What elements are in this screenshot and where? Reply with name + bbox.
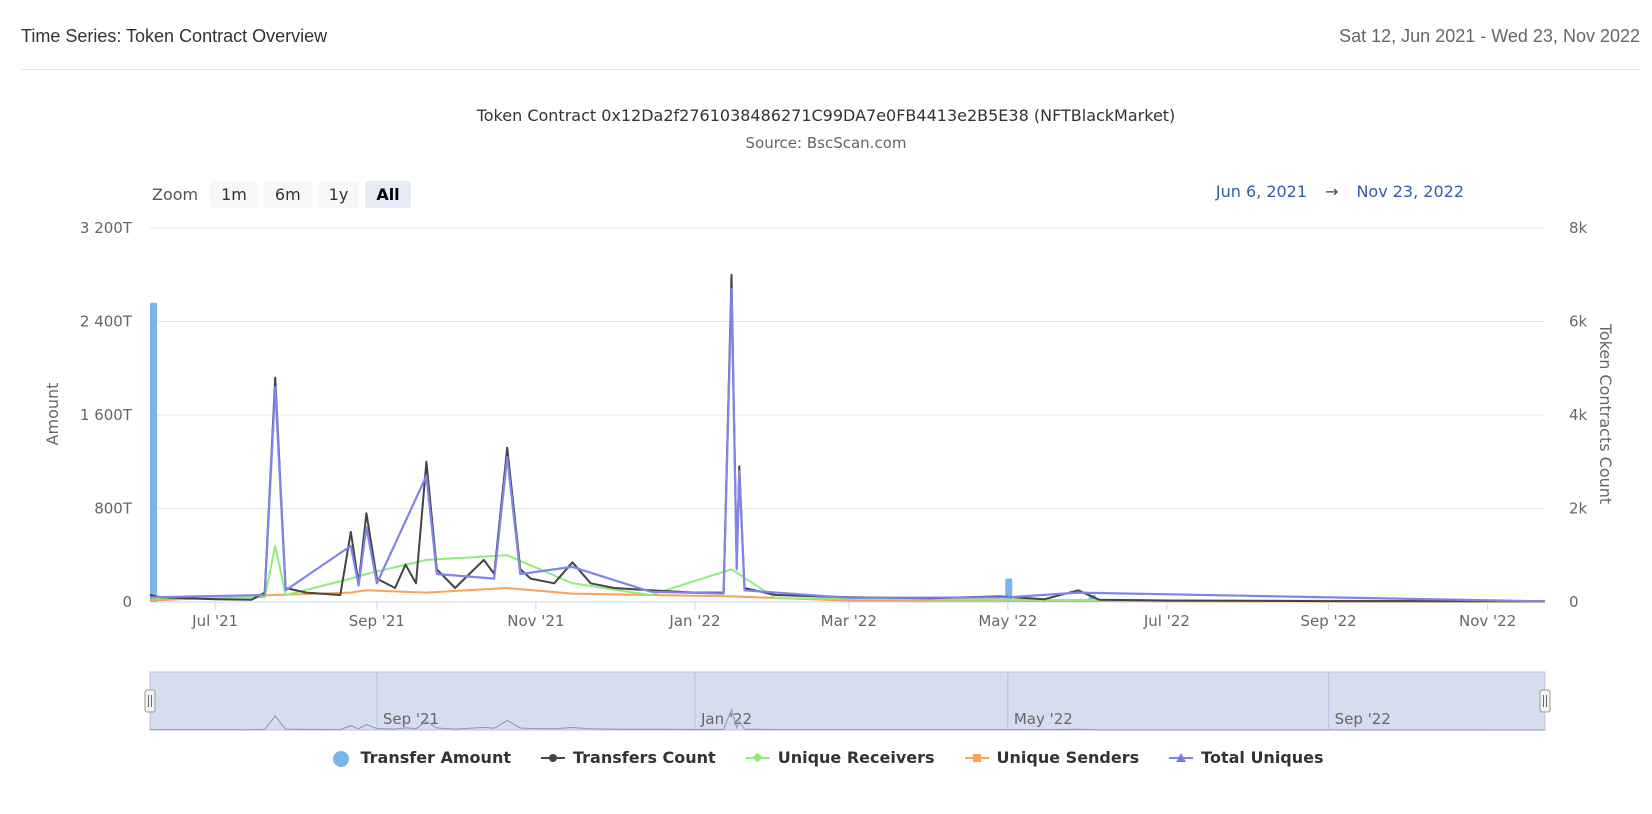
range-from-input[interactable]: Jun 6, 2021 bbox=[1215, 182, 1308, 201]
zoom-all-button[interactable]: All bbox=[365, 180, 411, 208]
y-left-tick-label: 1 600T bbox=[80, 406, 133, 424]
navigator-series-line bbox=[149, 708, 1546, 731]
legend-item-total-uniques[interactable]: Total Uniques bbox=[1169, 748, 1324, 767]
legend-line-square-icon bbox=[964, 751, 989, 765]
y-axis-left: 0 800T 1 600T 2 400T 3 200T bbox=[80, 219, 133, 611]
legend-label: Unique Senders bbox=[996, 748, 1140, 767]
panel-title: Time Series: Token Contract Overview bbox=[21, 26, 328, 46]
x-tick-label: Mar '22 bbox=[821, 612, 877, 630]
zoom-1m-button[interactable]: 1m bbox=[210, 180, 258, 208]
transfer-amount-columns bbox=[150, 302, 1096, 602]
header-divider bbox=[21, 69, 1640, 70]
series-lines bbox=[149, 273, 1546, 603]
y-right-tick-label: 8k bbox=[1569, 219, 1588, 237]
zoom-6m-button[interactable]: 6m bbox=[263, 180, 312, 208]
legend-item-transfer-amount[interactable]: Transfer Amount bbox=[328, 748, 511, 767]
legend-item-unique-senders[interactable]: Unique Senders bbox=[964, 748, 1140, 767]
chart-subtitle: Source: BscScan.com bbox=[745, 134, 907, 152]
panel-header: Time Series: Token Contract Overview Sat… bbox=[0, 0, 1652, 70]
navigator-tick-label: Jan '22 bbox=[700, 710, 752, 728]
x-tick-label: May '22 bbox=[978, 612, 1037, 630]
range-arrow: → bbox=[1325, 182, 1339, 201]
y-axis-right: 0 2k 4k 6k 8k bbox=[1569, 219, 1588, 611]
range-input-display: Jun 6, 2021 → Nov 23, 2022 bbox=[1216, 182, 1464, 201]
navigator-tick-label: May '22 bbox=[1014, 710, 1073, 728]
zoom-1y-button[interactable]: 1y bbox=[317, 180, 360, 208]
zoom-label: Zoom bbox=[152, 184, 199, 204]
y-left-tick-label: 2 400T bbox=[80, 313, 133, 331]
navigator-tick-label: Sep '21 bbox=[383, 710, 439, 728]
navigator-left-handle[interactable] bbox=[144, 689, 156, 713]
transfer-amount-bar bbox=[1088, 594, 1096, 602]
y-left-tick-label: 800T bbox=[94, 500, 133, 518]
total-uniques-line bbox=[149, 287, 1546, 603]
navigator-selection bbox=[149, 671, 1546, 731]
y-right-tick-label: 2k bbox=[1569, 500, 1588, 518]
legend-line-diamond-icon bbox=[745, 751, 770, 765]
range-to-input[interactable]: Nov 23, 2022 bbox=[1356, 182, 1464, 201]
chart-title: Token Contract 0x12Da2f2761038486271C99D… bbox=[476, 106, 1176, 125]
legend: Transfer Amount Transfers Count Unique R… bbox=[0, 748, 1652, 767]
transfer-amount-bar bbox=[150, 302, 157, 602]
x-tick-label: Nov '22 bbox=[1459, 612, 1516, 630]
x-axis: Jul '21 Sep '21 Nov '21 Jan '22 Mar '22 May '… bbox=[191, 602, 1516, 630]
y-right-tick-label: 4k bbox=[1569, 406, 1588, 424]
legend-line-triangle-icon bbox=[1169, 751, 1194, 765]
navigator[interactable]: Sep '21 Jan '22 May '22 Sep '22 bbox=[144, 671, 1551, 731]
transfers-count-line bbox=[149, 273, 1546, 603]
y-right-tick-label: 0 bbox=[1569, 593, 1579, 611]
x-tick-label: Sep '22 bbox=[1300, 612, 1356, 630]
legend-label: Unique Receivers bbox=[777, 748, 935, 767]
legend-label: Transfers Count bbox=[572, 748, 716, 767]
transfer-amount-bar bbox=[1005, 578, 1013, 602]
x-tick-label: Sep '21 bbox=[349, 612, 405, 630]
chart-svg: 0 800T 1 600T 2 400T 3 200T 0 2k 4k 6k 8k Amount… bbox=[43, 219, 1615, 731]
y-left-tick-label: 3 200T bbox=[80, 219, 133, 237]
zoom-bar: Zoom 1m 6m 1y All bbox=[152, 178, 411, 210]
x-tick-label: Jan '22 bbox=[668, 612, 720, 630]
y-axis-left-title: Amount bbox=[43, 383, 62, 446]
legend-label: Total Uniques bbox=[1201, 748, 1324, 767]
x-tick-label: Nov '21 bbox=[507, 612, 564, 630]
navigator-right-handle[interactable] bbox=[1539, 689, 1551, 713]
y-left-tick-label: 0 bbox=[122, 593, 132, 611]
legend-item-unique-receivers[interactable]: Unique Receivers bbox=[745, 748, 935, 767]
navigator-tick-label: Sep '22 bbox=[1335, 710, 1391, 728]
x-tick-label: Jul '22 bbox=[1143, 612, 1190, 630]
y-right-tick-label: 6k bbox=[1569, 313, 1588, 331]
y-axis-right-title: Token Contracts Count bbox=[1596, 323, 1615, 504]
legend-item-transfers-count[interactable]: Transfers Count bbox=[540, 748, 716, 767]
grid-lines bbox=[150, 227, 1545, 603]
x-tick-label: Jul '21 bbox=[191, 612, 238, 630]
legend-line-dot-icon bbox=[540, 751, 565, 765]
legend-circle-icon bbox=[328, 750, 352, 767]
legend-label: Transfer Amount bbox=[360, 748, 511, 767]
panel-date-range: Sat 12, Jun 2021 - Wed 23, Nov 2022 bbox=[1339, 26, 1640, 46]
